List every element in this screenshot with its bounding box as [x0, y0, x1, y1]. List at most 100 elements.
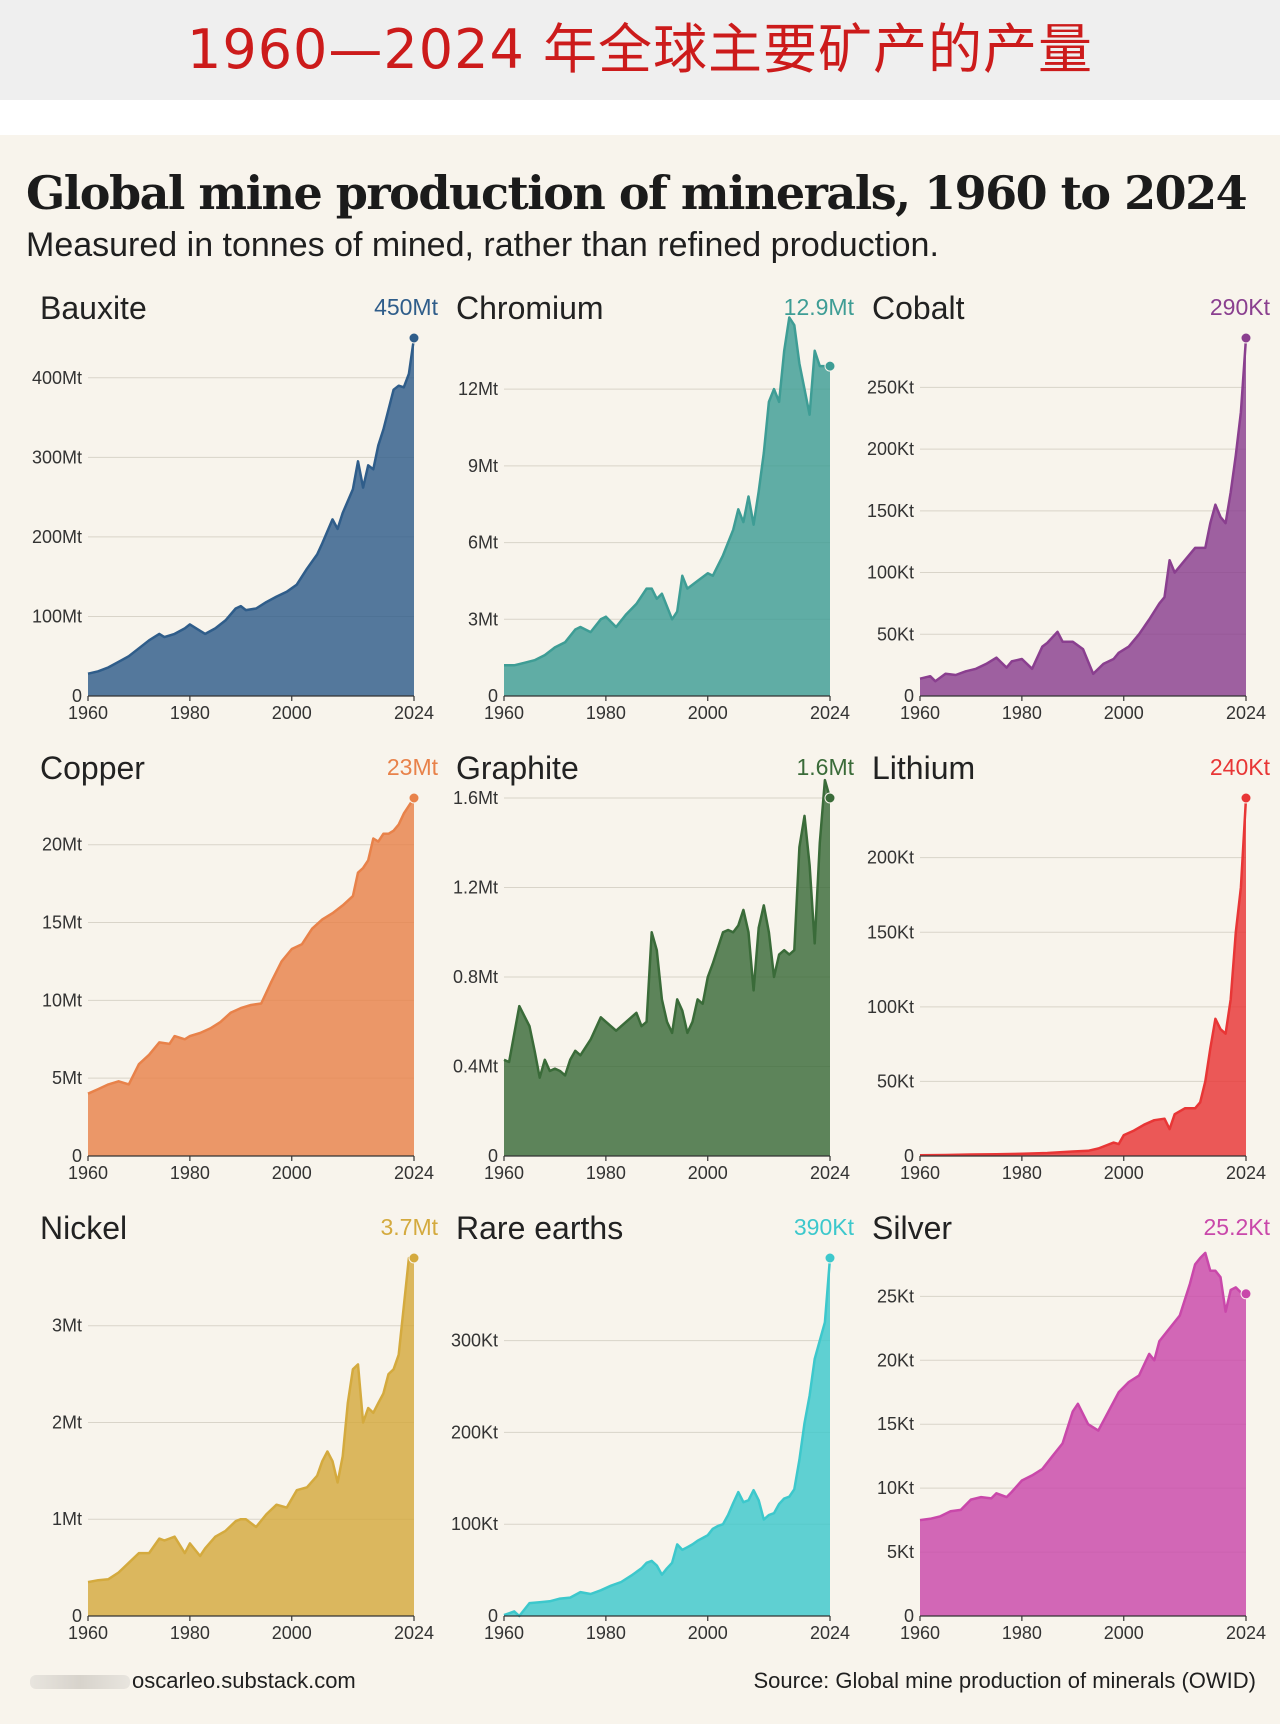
- chart-panel-copper: Copper 23Mt 0 5Mt 10Mt 15Mt 20Mt 1960 1980 2000 20…: [28, 750, 448, 1220]
- x-tick-label: 2000: [688, 1163, 728, 1183]
- series-line: [87, 337, 416, 675]
- x-tick-label: 2024: [394, 1163, 434, 1183]
- y-tick-label: 400Mt: [32, 368, 82, 388]
- blurred-logo: [30, 1675, 130, 1690]
- chart-total-label: 390Kt: [793, 1214, 854, 1240]
- chart-panel-silver: Silver 25.2Kt 0 5Kt 10Kt 15Kt 20Kt 25Kt 1960 1980…: [860, 1210, 1280, 1680]
- series-area: [504, 1258, 830, 1616]
- series-line: [503, 1257, 832, 1618]
- chart-svg-silver: 0 5Kt 10Kt 15Kt 20Kt 25Kt 1960 1980 2000 2024: [877, 1251, 1266, 1643]
- series-line: [87, 797, 416, 1095]
- series-area: [920, 1252, 1246, 1616]
- x-tick-label: 2024: [810, 1623, 850, 1643]
- chart-panel-rare-earths: Rare earths 390Kt 0 100Kt 200Kt 300Kt 1960 1980…: [444, 1210, 864, 1680]
- chart-svg-bauxite: 0 100Mt 200Mt 300Mt 400Mt 1960 1980 2000 2024: [32, 332, 434, 723]
- x-tick-label: 1980: [1002, 1163, 1042, 1183]
- chart-svg-cobalt: 0 50Kt 100Kt 150Kt 200Kt 250Kt 1960 1980 2000 202…: [867, 332, 1266, 723]
- end-point: [824, 1252, 836, 1264]
- chart-title: Rare earths: [456, 1210, 624, 1246]
- end-point: [1240, 792, 1252, 804]
- y-tick-label: 25Kt: [877, 1286, 914, 1306]
- y-tick-label: 100Kt: [867, 563, 914, 583]
- chart-svg-graphite: 0 0.4Mt 0.8Mt 1.2Mt 1.6Mt 1960 1980 2000 2024: [453, 778, 850, 1183]
- y-tick-label: 20Kt: [877, 1350, 914, 1370]
- x-tick-label: 1960: [900, 1623, 940, 1643]
- y-tick-label: 0: [488, 686, 498, 706]
- x-tick-label: 2000: [1104, 1623, 1144, 1643]
- chart-svg-lithium: 0 50Kt 100Kt 150Kt 200Kt 1960 1980 2000 2024: [867, 792, 1266, 1183]
- y-tick-label: 300Mt: [32, 447, 82, 467]
- page-subtitle: Measured in tonnes of mined, rather than…: [26, 226, 939, 264]
- x-tick-label: 2000: [272, 1623, 312, 1643]
- y-tick-label: 0: [72, 1146, 82, 1166]
- series-line: [87, 1256, 414, 1584]
- banner: 1960—2024 年全球主要矿产的产量: [0, 0, 1280, 100]
- x-tick-label: 1980: [1002, 1623, 1042, 1643]
- end-point: [408, 1252, 420, 1264]
- y-tick-label: 0: [72, 686, 82, 706]
- x-tick-label: 2000: [688, 1623, 728, 1643]
- y-tick-label: 200Kt: [451, 1422, 498, 1442]
- x-tick-label: 1960: [68, 1623, 108, 1643]
- series-area: [88, 798, 414, 1156]
- series-line: [919, 797, 1248, 1157]
- y-tick-label: 0: [72, 1606, 82, 1626]
- y-tick-label: 300Kt: [451, 1331, 498, 1351]
- x-tick-label: 2024: [394, 1623, 434, 1643]
- x-tick-label: 1980: [170, 1163, 210, 1183]
- y-tick-label: 10Kt: [877, 1478, 914, 1498]
- x-tick-label: 1980: [586, 703, 626, 723]
- x-tick-label: 1980: [1002, 703, 1042, 723]
- chart-title: Silver: [872, 1210, 953, 1246]
- y-tick-label: 0.4Mt: [453, 1057, 498, 1077]
- series-area: [920, 338, 1246, 696]
- x-tick-label: 1960: [900, 1163, 940, 1183]
- y-tick-label: 5Kt: [887, 1542, 914, 1562]
- x-tick-label: 1960: [900, 703, 940, 723]
- chart-title: Chromium: [456, 290, 604, 326]
- y-tick-label: 1.2Mt: [453, 878, 498, 898]
- y-tick-label: 0: [488, 1606, 498, 1626]
- chart-panel-graphite: Graphite 1.6Mt 0 0.4Mt 0.8Mt 1.2Mt 1.6Mt 1960 19…: [444, 750, 864, 1220]
- chart-total-label: 25.2Kt: [1203, 1214, 1271, 1240]
- x-tick-label: 2024: [810, 703, 850, 723]
- x-tick-label: 1980: [170, 703, 210, 723]
- chart-panel-bauxite: Bauxite 450Mt 0 100Mt 200Mt 300Mt 400Mt 1960 198…: [28, 290, 448, 760]
- y-tick-label: 100Kt: [867, 997, 914, 1017]
- x-tick-label: 2000: [272, 703, 312, 723]
- chart-panel-nickel: Nickel 3.7Mt 0 1Mt 2Mt 3Mt 1960 1980 2000 2024: [28, 1210, 448, 1680]
- series-area: [504, 317, 830, 696]
- chart-svg-rare-earths: 0 100Kt 200Kt 300Kt 1960 1980 2000 2024: [451, 1252, 850, 1643]
- x-tick-label: 1960: [484, 703, 524, 723]
- chart-total-label: 290Kt: [1209, 294, 1270, 320]
- chart-svg-chromium: 0 3Mt 6Mt 9Mt 12Mt 1960 1980 2000 2024: [458, 316, 850, 723]
- y-tick-label: 12Mt: [458, 379, 498, 399]
- chart-svg-nickel: 0 1Mt 2Mt 3Mt 1960 1980 2000 2024: [52, 1252, 434, 1643]
- chart-total-label: 240Kt: [1209, 754, 1270, 780]
- chart-title: Graphite: [456, 750, 579, 786]
- end-point: [1240, 1288, 1252, 1300]
- y-tick-label: 100Mt: [32, 606, 82, 626]
- chart-title: Copper: [40, 750, 145, 786]
- y-tick-label: 200Mt: [32, 527, 82, 547]
- y-tick-label: 150Kt: [867, 501, 914, 521]
- series-area: [504, 780, 830, 1156]
- y-tick-label: 1.6Mt: [453, 788, 498, 808]
- y-tick-label: 200Kt: [867, 848, 914, 868]
- y-tick-label: 0: [904, 1146, 914, 1166]
- series-line: [503, 778, 832, 1079]
- y-tick-label: 15Kt: [877, 1414, 914, 1434]
- chart-title: Cobalt: [872, 290, 965, 326]
- y-tick-label: 9Mt: [468, 456, 498, 476]
- x-tick-label: 1960: [484, 1623, 524, 1643]
- y-tick-label: 250Kt: [867, 377, 914, 397]
- y-tick-label: 0: [488, 1146, 498, 1166]
- x-tick-label: 1980: [586, 1163, 626, 1183]
- y-tick-label: 10Mt: [42, 990, 82, 1010]
- x-tick-label: 1960: [68, 703, 108, 723]
- y-tick-label: 200Kt: [867, 439, 914, 459]
- y-tick-label: 0: [904, 1606, 914, 1626]
- end-point: [824, 360, 836, 372]
- y-tick-label: 0.8Mt: [453, 967, 498, 987]
- chart-panel-lithium: Lithium 240Kt 0 50Kt 100Kt 150Kt 200Kt 1960 1980…: [860, 750, 1280, 1220]
